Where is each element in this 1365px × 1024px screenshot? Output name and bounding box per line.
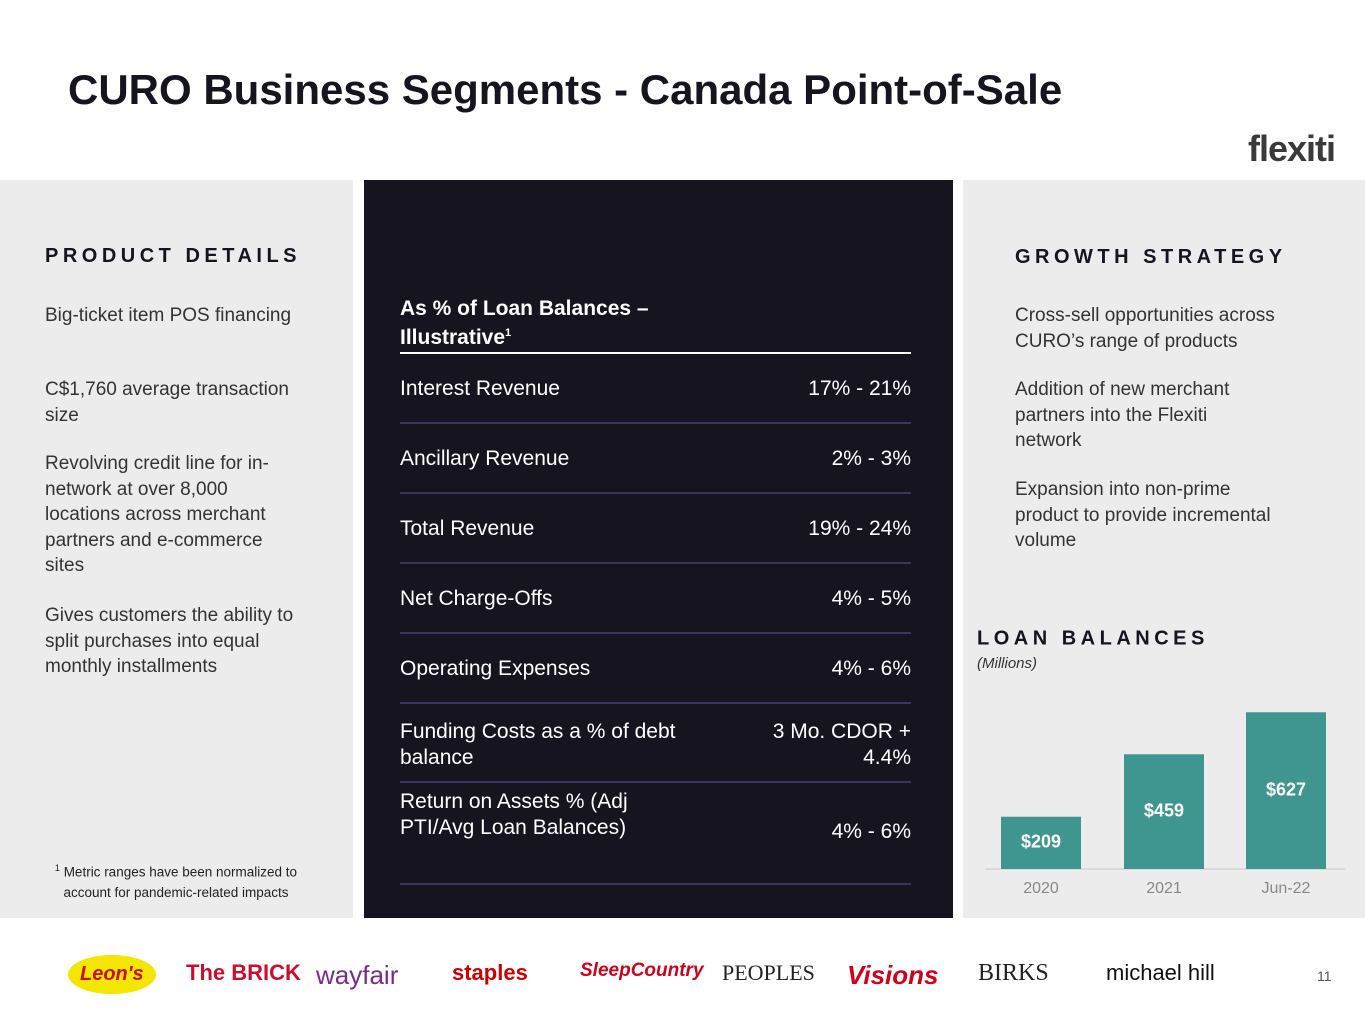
x-tick-label: 2020 xyxy=(1023,880,1059,897)
retailer-logo: PEOPLES xyxy=(722,960,815,985)
table-header-label: As % of Loan Balances – Illustrative xyxy=(400,297,649,349)
row-value: 4% - 6% xyxy=(831,657,911,680)
footnote-text: Metric ranges have been normalized to ac… xyxy=(63,864,298,900)
detail-item: Gives customers the ability to split pur… xyxy=(45,605,294,677)
chart-subtitle: (Millions) xyxy=(977,655,1037,672)
row-label: Ancillary Revenue xyxy=(400,447,570,470)
strategy-item: Expansion into non-prime product to prov… xyxy=(1015,479,1271,551)
page-number: 11 xyxy=(1317,968,1332,984)
value-label: $627 xyxy=(1266,779,1306,799)
bar xyxy=(1124,754,1204,869)
detail-item: Revolving credit line for in-network at … xyxy=(45,453,269,576)
table-header-text: As % of Loan Balances – Illustrative1 xyxy=(400,296,660,350)
row-label: Total Revenue xyxy=(400,517,535,540)
chart-title: LOAN BALANCES xyxy=(977,627,1209,649)
footnote: 1 Metric ranges have been normalized to … xyxy=(36,858,316,903)
strategy-item: Cross-sell opportunities across CURO’s r… xyxy=(1015,305,1275,352)
table-header: As % of Loan Balances – Illustrative1 xyxy=(400,296,911,354)
table-row: Funding Costs as a % of debt balance 3 Mo… xyxy=(400,704,911,783)
retailer-logo: Visions xyxy=(847,960,939,990)
detail-item: C$1,760 average transaction size xyxy=(45,379,289,426)
table-row: Return on Assets % (Adj PTI/Avg Loan Bal… xyxy=(400,783,911,885)
x-tick-label: 2021 xyxy=(1146,880,1182,897)
row-label: Operating Expenses xyxy=(400,657,591,680)
title: CURO Business Segments - Canada Point-of… xyxy=(68,66,1063,113)
retailer-logo: Leon's xyxy=(68,955,156,994)
row-label: Net Charge-Offs xyxy=(400,587,553,610)
value-label: $209 xyxy=(1021,832,1061,852)
retailer-logo: BIRKS xyxy=(978,960,1049,986)
row-value: 4% - 6% xyxy=(831,820,911,843)
table-row: Net Charge-Offs 4% - 5% xyxy=(400,564,911,634)
detail-item: Big-ticket item POS financing xyxy=(45,305,292,326)
section-heading: GROWTH STRATEGY xyxy=(1015,246,1287,268)
bar xyxy=(1246,712,1326,869)
row-value: 2% - 3% xyxy=(831,447,911,470)
row-value: 3 Mo. CDOR + 4.4% xyxy=(772,719,911,769)
row-value: 19% - 24% xyxy=(808,517,911,540)
row-value: 4% - 5% xyxy=(831,587,911,610)
row-label: Return on Assets % (Adj PTI/Avg Loan Bal… xyxy=(400,790,628,839)
strategy-item: Addition of new merchant partners into t… xyxy=(1015,379,1230,451)
table-row: Interest Revenue 17% - 21% xyxy=(400,354,911,424)
table-row: Ancillary Revenue 2% - 3% xyxy=(400,424,911,494)
loan-balance-chart: LOAN BALANCES (Millions) $209 2020 $459 202… xyxy=(977,627,1345,897)
table-header-marker: 1 xyxy=(505,327,512,339)
row-label: Interest Revenue xyxy=(400,377,560,400)
retailer-logo: michael hill xyxy=(1106,960,1215,985)
row-label: Funding Costs as a % of debt balance xyxy=(400,719,676,769)
retailer-logo: The BRICK xyxy=(186,960,301,985)
retailer-logo: wayfair xyxy=(316,960,399,990)
left-panel xyxy=(0,180,353,918)
brand-logo: flexiti xyxy=(1247,128,1336,169)
center-panel xyxy=(364,180,953,918)
table-row: Total Revenue 19% - 24% xyxy=(400,494,911,564)
bar xyxy=(1001,816,1081,869)
section-heading: PRODUCT DETAILS xyxy=(45,245,302,267)
value-label: $459 xyxy=(1144,800,1184,820)
footnote-marker: 1 xyxy=(54,863,60,873)
retailer-logo: SleepCountry xyxy=(580,960,704,981)
x-tick-label: Jun-22 xyxy=(1262,880,1311,897)
retailer-logo: staples xyxy=(452,960,528,985)
row-value: 17% - 21% xyxy=(808,377,911,400)
table-row: Operating Expenses 4% - 6% xyxy=(400,634,911,704)
